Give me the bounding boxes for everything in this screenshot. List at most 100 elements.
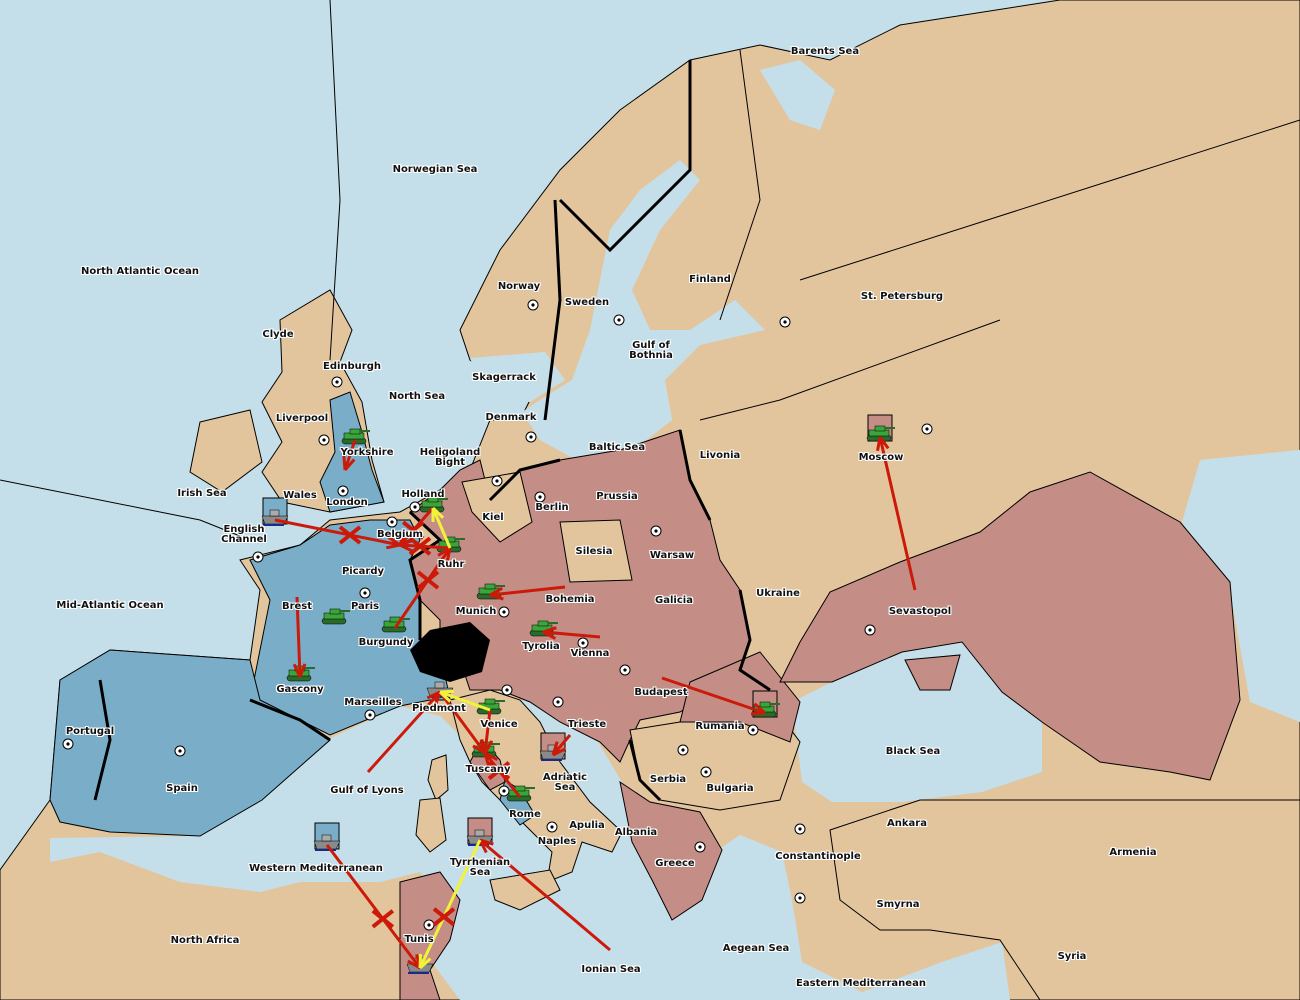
supply-center-dot (256, 555, 260, 559)
territory-label[interactable]: Berlin (535, 502, 569, 513)
territory-label[interactable]: Bulgaria (706, 783, 754, 794)
territory-label[interactable]: Edinburgh (322, 361, 382, 372)
territory-label[interactable]: Ukraine (756, 588, 800, 599)
supply-center-dot (529, 435, 533, 439)
territory-label[interactable]: Budapest (634, 687, 688, 698)
supply-center-dot (178, 749, 182, 753)
arrowhead (542, 630, 557, 640)
arrowhead (552, 747, 567, 757)
territory-label[interactable]: Western Mediterranean (249, 863, 383, 874)
territory-label[interactable]: Gulf of Bothnia (629, 340, 673, 361)
territory-label[interactable]: Yorkshire (340, 447, 394, 458)
supply-center-dot (654, 529, 658, 533)
territory-label[interactable]: Prussia (596, 491, 638, 502)
territory-label[interactable]: Barents Sea (790, 46, 860, 57)
territory-label[interactable]: Holland (401, 489, 445, 500)
territory-label[interactable]: Kiel (482, 512, 504, 523)
territory-label[interactable]: Tyrrhenian Sea (449, 857, 511, 878)
territory-label[interactable]: Denmark (485, 412, 537, 423)
territory-label[interactable]: London (326, 497, 368, 508)
territory-label[interactable]: Brest (281, 601, 313, 612)
supply-center-dot (556, 700, 560, 704)
territory-label[interactable]: Trieste (567, 719, 607, 730)
territory-label[interactable]: Mid-Atlantic Ocean (56, 600, 164, 611)
fleet-unit-tyrrhenian-sea (466, 817, 494, 846)
territory-label[interactable]: North Africa (170, 935, 240, 946)
territory-label[interactable]: Smyrna (876, 899, 920, 910)
territory-label[interactable]: Munich (455, 606, 497, 617)
province-border (329, 0, 341, 361)
territory-label[interactable]: Picardy (341, 566, 385, 577)
territory-label[interactable]: Norwegian Sea (392, 164, 478, 175)
failed-order-x-icon (432, 907, 456, 927)
supply-center-dot (502, 610, 506, 614)
territory-label[interactable]: Portugal (65, 726, 115, 737)
territory-label[interactable]: Skagerrack (472, 372, 536, 383)
territory-label[interactable]: Black Sea (885, 746, 941, 757)
territory-label[interactable]: Ionian Sea (581, 964, 641, 975)
territory-label[interactable]: Warsaw (649, 550, 695, 561)
territory-label[interactable]: Moscow (858, 452, 904, 463)
territory-label[interactable]: Marseilles (344, 697, 402, 708)
territory-label[interactable]: Sweden (564, 297, 610, 308)
territory-label[interactable]: Irish Sea (177, 488, 227, 499)
tank-turret-icon (484, 698, 496, 705)
territory-label[interactable]: Paris (350, 601, 380, 612)
territory-label[interactable]: Tuscany (465, 764, 511, 775)
territory-label[interactable]: Norway (497, 281, 541, 292)
territory-label[interactable]: St. Petersburg (860, 291, 944, 302)
territory-label[interactable]: Burgundy (358, 637, 414, 648)
territory-label[interactable]: Aegean Sea (722, 943, 790, 954)
territory-label[interactable]: Gulf of Lyons (330, 785, 404, 796)
territory-label[interactable]: Clyde (262, 329, 294, 340)
territory-label[interactable]: Tunis (404, 934, 434, 945)
arrowhead (437, 546, 451, 557)
arrowhead (483, 740, 494, 754)
territory-label[interactable]: Piedmont (412, 703, 466, 714)
territory-label[interactable]: Serbia (649, 774, 687, 785)
territory-label[interactable]: Constantinople (775, 851, 861, 862)
territory-label[interactable]: Ankara (887, 818, 927, 829)
territory-label[interactable]: Silesia (575, 546, 613, 557)
arrowhead (479, 739, 487, 754)
territory-label[interactable]: Rome (509, 809, 541, 820)
italy (449, 689, 623, 883)
territory-label[interactable]: Gascony (276, 684, 324, 695)
territory-label[interactable]: Syria (1057, 951, 1087, 962)
territory-label[interactable]: Baltic Sea (588, 442, 646, 453)
territory-label[interactable]: Liverpool (275, 413, 329, 424)
territory-label[interactable]: Venice (480, 719, 518, 730)
move-order-arrow (661, 676, 766, 715)
failed-order-x-icon (408, 536, 432, 556)
ireland (189, 409, 263, 493)
territory-label[interactable]: Eastern Mediterranean (796, 978, 926, 989)
territory-label[interactable]: Apulia (569, 820, 605, 831)
territory-label[interactable]: Spain (166, 783, 198, 794)
orders-layer (274, 436, 917, 970)
territory-label[interactable]: Albania (614, 827, 658, 838)
territory-label[interactable]: Belgium (377, 529, 423, 540)
territory-label[interactable]: Tyrolia (522, 641, 560, 652)
territory-label[interactable]: North Atlantic Ocean (80, 266, 200, 277)
territory-label[interactable]: Sevastopol (888, 606, 952, 617)
territory-label[interactable]: Armenia (1109, 847, 1157, 858)
territory-label[interactable]: Naples (537, 836, 577, 847)
territory-label[interactable]: Ruhr (437, 559, 465, 570)
territory-label[interactable]: Greece (655, 858, 695, 869)
territory-label[interactable]: Bohemia (545, 594, 595, 605)
territory-label[interactable]: Rumania (695, 721, 745, 732)
territory-label[interactable]: Galicia (655, 595, 693, 606)
territory-label[interactable]: Livonia (699, 450, 741, 461)
territory-label[interactable]: English Channel (221, 524, 267, 545)
territory-label[interactable]: Wales (283, 490, 317, 501)
move-order-arrow (325, 844, 422, 969)
territory-label[interactable]: Heligoland Bight (419, 447, 481, 468)
territory-label[interactable]: Adriatic Sea (542, 772, 588, 793)
supply-center-dot (581, 641, 585, 645)
arrowhead (479, 838, 494, 846)
support-order-arrow (439, 690, 491, 712)
territory-label[interactable]: Vienna (570, 648, 610, 659)
territory-label[interactable]: Finland (689, 274, 731, 285)
territory-label[interactable]: North Sea (388, 391, 446, 402)
